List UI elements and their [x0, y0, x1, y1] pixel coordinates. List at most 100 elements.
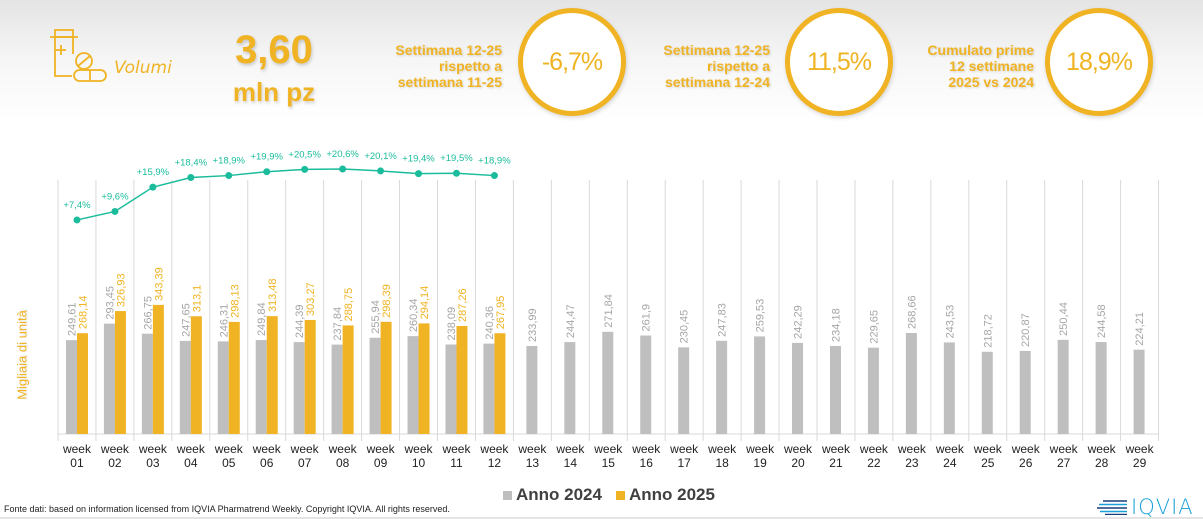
volume-value: 3,60 — [235, 28, 313, 72]
x-tick-label: week — [745, 442, 775, 456]
kpi-header: Volumi 3,60 mln pz Settimana 12-25 rispe… — [0, 0, 1203, 130]
kpi-week-vs-last-year-text: Settimana 12-25 rispetto a settimana 12-… — [648, 42, 770, 90]
bar-2024 — [255, 340, 267, 434]
x-tick-label: 04 — [184, 456, 198, 470]
bar-2024 — [716, 340, 728, 434]
x-tick-label: week — [859, 442, 889, 456]
bar-2025 — [304, 319, 316, 434]
bar-2024 — [141, 333, 153, 434]
bar-2025 — [456, 325, 468, 434]
growth-point — [377, 167, 385, 175]
bar-2024 — [640, 335, 652, 434]
x-tick-label: 22 — [867, 456, 881, 470]
x-tick-label: 14 — [564, 456, 578, 470]
bar-2024 — [483, 343, 495, 434]
data-label-2024: 234,18 — [830, 308, 842, 342]
data-label-2024: 260,34 — [408, 298, 420, 332]
growth-point — [339, 165, 347, 173]
x-tick-label: 06 — [260, 456, 274, 470]
data-label-2024: 242,29 — [793, 305, 805, 339]
growth-point — [73, 216, 81, 224]
x-tick-label: week — [252, 442, 282, 456]
growth-point — [301, 165, 309, 173]
bar-2024 — [369, 337, 381, 434]
kpi-week-vs-last-year-circle: 11,5% — [785, 8, 893, 116]
data-label-2025: 287,26 — [457, 288, 469, 322]
bar-2025 — [266, 316, 278, 434]
x-tick-label: week — [593, 442, 623, 456]
x-tick-label: 02 — [108, 456, 122, 470]
x-tick-label: week — [1011, 442, 1041, 456]
growth-label: +18,9% — [478, 156, 511, 167]
x-tick-label: 12 — [488, 456, 502, 470]
bar-2024 — [981, 351, 993, 434]
x-tick-label: week — [517, 442, 547, 456]
x-tick-label: week — [669, 442, 699, 456]
bar-2024 — [602, 331, 614, 434]
x-tick-label: week — [441, 442, 471, 456]
x-tick-label: week — [176, 442, 206, 456]
x-tick-label: week — [555, 442, 585, 456]
data-label-2024: 293,45 — [104, 286, 116, 320]
data-label-2024: 224,21 — [1134, 312, 1146, 346]
growth-label: +19,9% — [250, 152, 283, 163]
bar-2024 — [1095, 342, 1107, 434]
data-label-2024: 268,66 — [906, 295, 918, 329]
bar-2025 — [152, 304, 164, 434]
growth-point — [415, 170, 423, 178]
bar-2025 — [494, 333, 506, 434]
data-label-2024: 237,84 — [332, 307, 344, 341]
x-tick-label: 28 — [1095, 456, 1109, 470]
data-label-2025: 288,75 — [343, 288, 355, 322]
data-label-2024: 259,53 — [755, 299, 767, 333]
iqvia-logo: IQVIA — [1097, 495, 1194, 519]
data-label-2024: 233,99 — [527, 308, 539, 342]
growth-label: +20,5% — [288, 149, 321, 160]
growth-point — [452, 169, 460, 177]
kpi-text-line: settimana 12-24 — [664, 74, 770, 90]
kpi-week-vs-prev-week-text: Settimana 12-25 rispetto a settimana 11-… — [380, 42, 502, 90]
x-tick-label: 18 — [715, 456, 729, 470]
x-tick-label: 10 — [412, 456, 426, 470]
x-tick-label: 24 — [943, 456, 957, 470]
bar-2024 — [445, 344, 457, 434]
legend-swatch-2025 — [615, 490, 625, 500]
bar-2024 — [407, 336, 419, 434]
data-label-2024: 240,36 — [484, 306, 496, 340]
growth-line — [76, 168, 495, 221]
x-tick-label: 16 — [640, 456, 654, 470]
bar-2024 — [1133, 349, 1145, 434]
growth-point — [490, 172, 498, 180]
bar-2024 — [678, 347, 690, 434]
data-label-2024: 255,94 — [370, 300, 382, 334]
x-tick-label: 09 — [374, 456, 388, 470]
data-label-2024: 249,84 — [256, 302, 268, 336]
x-tick-label: 11 — [450, 456, 463, 470]
data-label-2024: 218,72 — [982, 314, 994, 348]
data-label-2024: 238,09 — [446, 307, 458, 341]
x-tick-label: week — [328, 442, 358, 456]
bar-2024 — [331, 344, 343, 434]
bar-2024 — [1057, 339, 1069, 434]
x-tick-label: week — [404, 442, 434, 456]
x-tick-label: week — [935, 442, 965, 456]
bar-2024 — [526, 346, 538, 434]
data-label-2024: 266,75 — [142, 296, 154, 330]
data-label-2025: 298,39 — [381, 284, 393, 318]
x-tick-label: week — [707, 442, 737, 456]
bar-2024 — [754, 336, 766, 434]
data-label-2024: 247,65 — [180, 303, 192, 337]
bar-2025 — [418, 323, 430, 434]
iqvia-logo-mark-icon — [1097, 500, 1127, 515]
kpi-text-line: 12 settimane — [949, 58, 1034, 74]
bar-2024 — [65, 340, 77, 434]
data-label-2025: 267,95 — [495, 296, 507, 330]
growth-point — [149, 183, 157, 191]
x-tick-label: week — [1049, 442, 1079, 456]
data-label-2025: 343,39 — [153, 267, 165, 301]
bar-2025 — [342, 325, 354, 434]
data-label-2024: 247,83 — [717, 303, 729, 337]
legend-item-2024: Anno 2024 — [503, 485, 602, 505]
growth-label: +18,4% — [175, 157, 208, 168]
category-label: Volumi — [114, 58, 172, 78]
